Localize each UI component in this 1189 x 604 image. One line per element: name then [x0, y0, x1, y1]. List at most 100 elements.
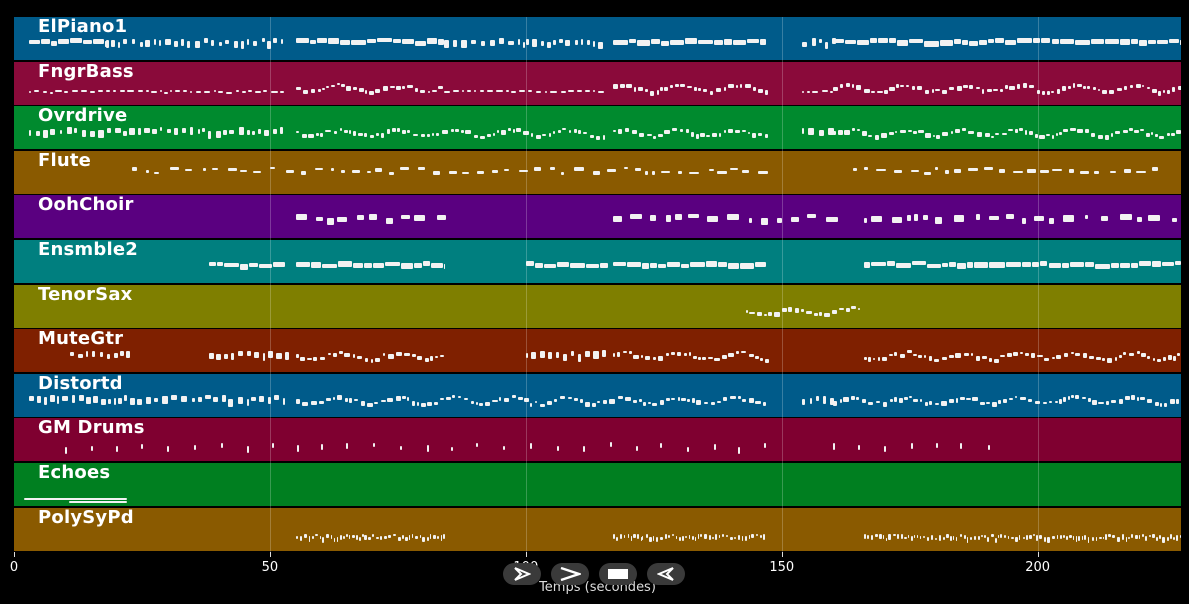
note: [92, 351, 96, 357]
note: [443, 534, 446, 540]
note: [320, 132, 323, 138]
note: [119, 90, 125, 93]
track-row[interactable]: ElPiano1: [14, 17, 1181, 60]
note: [548, 352, 553, 360]
note: [43, 130, 48, 138]
note: [935, 166, 939, 171]
track-row[interactable]: MuteGtr: [14, 329, 1181, 373]
forward-button[interactable]: [551, 563, 589, 585]
note: [727, 353, 734, 357]
note: [442, 130, 449, 135]
note: [1159, 402, 1163, 408]
note: [687, 85, 693, 89]
note: [385, 261, 400, 267]
track-row[interactable]: Echoes: [14, 463, 1181, 506]
note: [461, 40, 467, 49]
note: [666, 353, 670, 357]
note: [681, 397, 686, 402]
note: [1123, 352, 1127, 356]
note: [310, 88, 316, 94]
note: [1133, 130, 1139, 134]
note: [574, 398, 578, 401]
note: [855, 85, 862, 91]
note: [637, 533, 639, 539]
note: [81, 129, 87, 137]
note: [1166, 133, 1170, 137]
note: [433, 534, 437, 540]
note: [924, 40, 939, 47]
note: [562, 354, 567, 361]
note: [174, 128, 178, 135]
note: [1162, 356, 1166, 361]
note: [652, 357, 657, 361]
note: [164, 91, 168, 94]
note: [164, 39, 171, 46]
note: [1141, 534, 1145, 538]
note: [1110, 170, 1117, 174]
track-row[interactable]: Distortd: [14, 373, 1181, 417]
note: [592, 403, 596, 408]
note: [251, 396, 256, 401]
note: [351, 40, 367, 46]
note: [747, 132, 750, 135]
note: [985, 133, 990, 137]
note: [703, 88, 708, 93]
note: [925, 90, 930, 95]
track-row[interactable]: Ovrdrive: [14, 106, 1181, 150]
note: [396, 351, 402, 356]
note: [375, 357, 381, 363]
track-row[interactable]: TenorSax: [14, 284, 1181, 328]
note: [303, 90, 309, 95]
note: [1040, 261, 1048, 266]
note: [650, 91, 655, 96]
track-row[interactable]: Ensmble2: [14, 240, 1181, 283]
note: [150, 91, 157, 94]
note: [967, 536, 969, 543]
note: [37, 395, 42, 404]
note: [1000, 534, 1002, 538]
note: [1097, 135, 1103, 140]
note: [622, 350, 627, 354]
note: [925, 132, 931, 138]
play-button[interactable]: [503, 563, 541, 585]
note: [402, 129, 407, 134]
note: [153, 397, 158, 402]
note: [162, 396, 168, 404]
note: [1069, 261, 1084, 267]
track-row[interactable]: Flute: [14, 150, 1181, 194]
note: [1071, 394, 1074, 398]
note: [1003, 398, 1008, 404]
note: [637, 87, 644, 92]
rewind-button[interactable]: [647, 563, 685, 585]
note: [946, 534, 950, 539]
note: [629, 38, 637, 43]
note: [532, 39, 538, 47]
track-row[interactable]: PolySyPd: [14, 507, 1181, 551]
note: [552, 131, 556, 134]
note: [694, 537, 697, 542]
note: [352, 354, 356, 359]
note: [422, 536, 425, 542]
note: [523, 130, 529, 135]
note: [991, 402, 997, 407]
note: [1042, 401, 1048, 405]
note: [387, 534, 391, 539]
note: [1072, 536, 1075, 541]
note: [78, 354, 84, 359]
note: [65, 446, 68, 454]
note: [496, 130, 500, 134]
note: [195, 91, 202, 94]
note: [461, 89, 465, 92]
track-row[interactable]: GM Drums: [14, 418, 1181, 462]
note: [1130, 84, 1134, 89]
note: [704, 534, 708, 539]
track-row[interactable]: OohChoir: [14, 195, 1181, 239]
stop-button[interactable]: [599, 563, 637, 585]
note: [411, 401, 416, 406]
note: [1074, 395, 1079, 400]
track-row[interactable]: FngrBass: [14, 61, 1181, 105]
note: [1010, 536, 1014, 540]
note: [832, 310, 838, 315]
note: [578, 354, 582, 362]
note: [706, 261, 718, 268]
